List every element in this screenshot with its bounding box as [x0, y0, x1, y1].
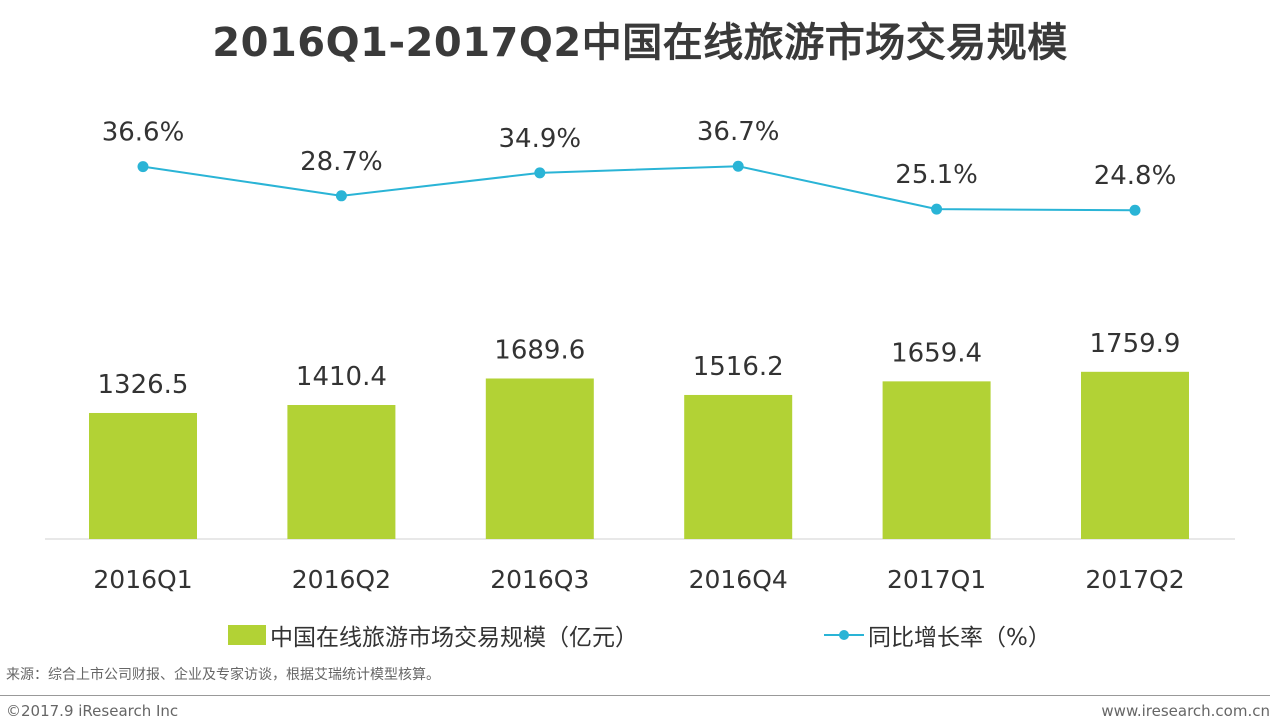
legend-line-swatch: [824, 625, 864, 645]
bar-label-2016Q2: 1410.4: [296, 362, 387, 392]
legend-line-label: 同比增长率（%）: [868, 625, 1051, 651]
bar-label-2016Q4: 1516.2: [693, 352, 784, 382]
point-2016Q4: [732, 160, 744, 172]
website-link[interactable]: www.iresearch.com.cn: [1101, 702, 1270, 720]
growth-rate-line: [142, 165, 1136, 212]
copyright: ©2017.9 iResearch Inc: [6, 702, 179, 720]
x-tick-2017Q1: 2017Q1: [887, 565, 986, 594]
point-2017Q1: [931, 203, 943, 215]
bar-2016Q3: [485, 378, 594, 539]
x-tick-2016Q3: 2016Q3: [490, 565, 589, 594]
bar-2016Q4: [684, 394, 793, 539]
legend-bar-label: 中国在线旅游市场交易规模（亿元）: [270, 625, 638, 651]
x-tick-labels: 2016Q1 2016Q2 2016Q3 2016Q4 2017Q1 2017Q2: [93, 565, 1184, 594]
bar-label-2017Q1: 1659.4: [891, 338, 982, 368]
source-note: 来源：综合上市公司财报、企业及专家访谈，根据艾瑞统计模型核算。: [6, 667, 440, 683]
bar-2017Q1: [882, 381, 991, 539]
legend-item-bar: 中国在线旅游市场交易规模（亿元）: [228, 618, 638, 652]
point-label-2017Q1: 25.1%: [895, 160, 978, 190]
point-label-2016Q2: 28.7%: [300, 147, 383, 177]
chart-title: 2016Q1-2017Q2中国在线旅游市场交易规模: [212, 20, 1068, 66]
point-2016Q3: [534, 167, 546, 179]
bar-2016Q1: [89, 412, 197, 539]
point-2017Q2: [1129, 204, 1141, 216]
x-tick-2016Q2: 2016Q2: [292, 565, 391, 594]
legend: 中国在线旅游市场交易规模（亿元） 同比增长率（%）: [228, 618, 1051, 652]
point-2016Q1: [137, 161, 149, 173]
bar-label-2016Q3: 1689.6: [494, 335, 585, 365]
point-2016Q2: [335, 190, 347, 202]
point-label-2016Q3: 34.9%: [498, 124, 581, 154]
point-label-2017Q2: 24.8%: [1094, 161, 1177, 191]
growth-rate-points: [137, 160, 1141, 216]
point-label-2016Q1: 36.6%: [102, 118, 185, 148]
point-label-2016Q4: 36.7%: [697, 117, 780, 147]
bar-label-2017Q2: 1759.9: [1090, 329, 1181, 359]
x-tick-2017Q2: 2017Q2: [1085, 565, 1184, 594]
combo-chart: 1326.5 1410.4 1689.6 1516.2 1659.4 1759.9 201…: [45, 117, 1235, 594]
bar-series: [89, 371, 1189, 539]
growth-rate-labels: 36.6% 28.7% 34.9% 36.7% 25.1% 24.8%: [102, 117, 1177, 191]
legend-item-line: 同比增长率（%）: [638, 618, 1051, 652]
x-tick-2016Q4: 2016Q4: [689, 565, 788, 594]
bar-2016Q2: [287, 405, 396, 539]
bar-value-labels: 1326.5 1410.4 1689.6 1516.2 1659.4 1759.9: [98, 329, 1181, 400]
footer-divider: [0, 695, 1270, 696]
bar-label-2016Q1: 1326.5: [98, 370, 189, 400]
x-tick-2016Q1: 2016Q1: [93, 565, 192, 594]
bar-2017Q2: [1081, 371, 1189, 539]
legend-bar-swatch: [228, 625, 266, 645]
